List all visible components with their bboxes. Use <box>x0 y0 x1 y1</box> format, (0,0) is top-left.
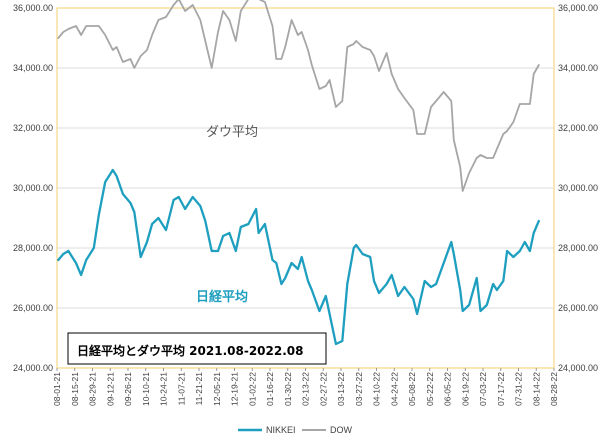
x-tick-label: 10-10-21 <box>141 372 151 406</box>
y-tick-label-right: 32,000.00 <box>558 123 598 133</box>
title-box: 日経平均とダウ平均 2021.08-2022.08 <box>67 332 327 365</box>
nikkei-annotation: 日経平均 <box>196 289 248 305</box>
x-tick-label: 05-08-22 <box>407 372 417 406</box>
y-tick-label-right: 24,000.00 <box>558 363 598 373</box>
x-tick-label: 04-24-22 <box>389 372 399 406</box>
y-axis-left: 24,000.00 26,000.00 28,000.00 30,000.00 32,0… <box>13 3 53 373</box>
x-tick-label: 08-15-21 <box>70 372 80 406</box>
x-tick-label: 09-12-21 <box>105 372 115 406</box>
x-tick-label: 01-02-22 <box>247 372 257 406</box>
x-tick-label: 01-30-22 <box>283 372 293 406</box>
y-tick-label-left: 24,000.00 <box>13 363 53 373</box>
x-tick-label: 09-26-21 <box>123 372 133 406</box>
x-tick-label: 06-05-22 <box>443 372 453 406</box>
y-tick-label-left: 28,000.00 <box>13 243 53 253</box>
x-tick-label: 08-28-22 <box>549 372 559 406</box>
y-tick-label-right: 34,000.00 <box>558 63 598 73</box>
x-tick-label: 01-16-22 <box>265 372 275 406</box>
y-tick-label-left: 32,000.00 <box>13 123 53 133</box>
x-tick-label: 03-13-22 <box>336 372 346 406</box>
x-tick-label: 08-01-21 <box>52 372 62 406</box>
title-box-frame <box>67 332 327 365</box>
y-tick-label-right: 28,000.00 <box>558 243 598 253</box>
x-axis: 08-01-21 08-15-21 08-29-21 09-12-21 09-26-21… <box>52 368 559 406</box>
x-tick-label: 07-31-22 <box>514 372 524 406</box>
series-line-dow <box>57 0 540 192</box>
x-tick-label: 02-27-22 <box>318 372 328 406</box>
x-tick-label: 03-27-22 <box>354 372 364 406</box>
legend-label-dow: DOW <box>330 425 353 435</box>
chart-title: 日経平均とダウ平均 2021.08-2022.08 <box>77 343 303 358</box>
x-tick-label: 08-14-22 <box>531 372 541 406</box>
series-lines <box>57 0 540 346</box>
x-tick-label: 08-29-21 <box>88 372 98 406</box>
x-tick-label: 07-17-22 <box>496 372 506 406</box>
y-tick-label-right: 30,000.00 <box>558 183 598 193</box>
x-tick-label: 12-19-21 <box>230 372 240 406</box>
legend-label-nikkei: NIKKEI <box>266 425 296 435</box>
x-tick-label: 06-19-22 <box>460 372 470 406</box>
x-tick-label: 12-05-21 <box>212 372 222 406</box>
legend: NIKKEI DOW <box>238 425 353 435</box>
y-tick-label-left: 30,000.00 <box>13 183 53 193</box>
x-tick-label: 05-22-22 <box>425 372 435 406</box>
x-tick-label: 02-13-22 <box>301 372 311 406</box>
y-tick-label-right: 36,000.00 <box>558 3 598 13</box>
y-tick-label-left: 34,000.00 <box>13 63 53 73</box>
dow-annotation: ダウ平均 <box>206 125 258 140</box>
y-tick-label-left: 26,000.00 <box>13 303 53 313</box>
series-line-nikkei <box>57 168 540 346</box>
y-axis-right: 24,000.00 26,000.00 28,000.00 30,000.00 32,0… <box>558 3 598 373</box>
y-tick-label-left: 36,000.00 <box>13 3 53 13</box>
y-tick-label-right: 26,000.00 <box>558 303 598 313</box>
x-tick-label: 10-24-21 <box>159 372 169 406</box>
x-tick-label: 04-10-22 <box>372 372 382 406</box>
x-tick-label: 11-21-21 <box>194 372 204 406</box>
x-tick-label: 11-07-21 <box>176 372 186 406</box>
x-tick-label: 07-03-22 <box>478 372 488 406</box>
